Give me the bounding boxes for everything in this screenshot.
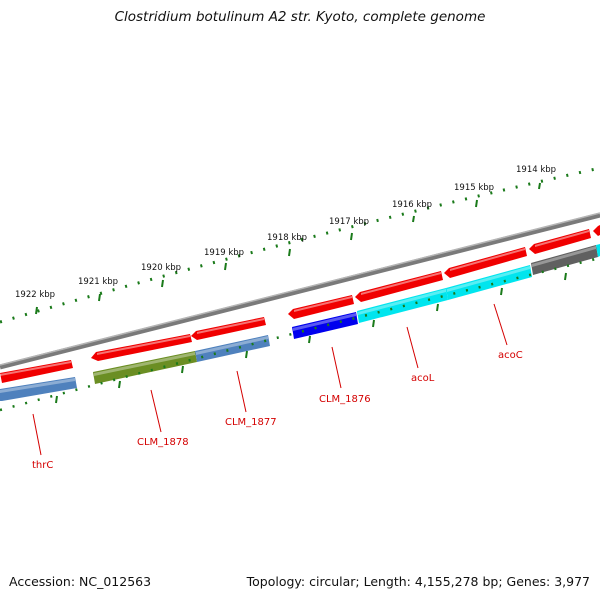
kbp-labels: 1914 kbp 1915 kbp 1916 kbp 1917 kbp 1918…: [15, 165, 556, 300]
kbp-label: 1919 kbp: [204, 248, 244, 258]
accession-text: Accession: NC_012563: [9, 574, 152, 589]
forward-genes: [0, 225, 600, 383]
gene-arrow[interactable]: [593, 225, 600, 236]
cds-bar[interactable]: [292, 312, 358, 339]
kbp-label: 1917 kbp: [329, 217, 369, 227]
gene-label-acoL[interactable]: acoL: [411, 373, 435, 384]
gene-label-thrC[interactable]: thrC: [32, 460, 53, 471]
gene-arrow[interactable]: [91, 334, 192, 361]
inner-scale-ticks: [0, 256, 600, 412]
gene-arrow[interactable]: [444, 247, 527, 278]
label-leaders: [32, 303, 508, 456]
gene-arrow[interactable]: [529, 229, 591, 254]
topology-text: Topology: circular; Length: 4,155,278 bp…: [246, 574, 590, 589]
cds-bar[interactable]: [596, 244, 600, 257]
outer-scale-dots: [0, 166, 600, 324]
cds-bar[interactable]: [531, 245, 598, 275]
outer-scale-major-ticks: [35, 182, 541, 315]
gene-arrow[interactable]: [191, 317, 266, 340]
kbp-label: 1915 kbp: [454, 183, 494, 193]
kbp-label: 1916 kbp: [392, 200, 432, 210]
gene-label-CLM_1876[interactable]: CLM_1876: [319, 394, 371, 405]
gene-arrow[interactable]: [0, 360, 73, 383]
cds-bar[interactable]: [195, 335, 270, 362]
kbp-label: 1922 kbp: [15, 290, 55, 300]
kbp-label: 1921 kbp: [78, 277, 118, 287]
gene-labels: acoC acoL CLM_1876 CLM_1877 CLM_1878 thr…: [32, 350, 523, 471]
gene-label-CLM_1878[interactable]: CLM_1878: [137, 437, 189, 448]
cds-bar[interactable]: [93, 351, 197, 384]
gene-label-acoC[interactable]: acoC: [498, 350, 523, 361]
kbp-label: 1918 kbp: [267, 233, 307, 243]
kbp-label: 1920 kbp: [141, 263, 181, 273]
genome-backbone: [0, 212, 600, 370]
cds-features: [0, 244, 600, 401]
gene-arrow[interactable]: [288, 295, 354, 319]
cds-bar[interactable]: [357, 288, 448, 323]
gene-label-CLM_1877[interactable]: CLM_1877: [225, 417, 277, 428]
gene-arrow[interactable]: [355, 271, 443, 302]
outer-scale-ticks: [0, 166, 600, 324]
kbp-label: 1914 kbp: [516, 165, 556, 175]
cds-bar[interactable]: [0, 377, 77, 401]
map-title: Clostridium botulinum A2 str. Kyoto, com…: [114, 9, 486, 25]
